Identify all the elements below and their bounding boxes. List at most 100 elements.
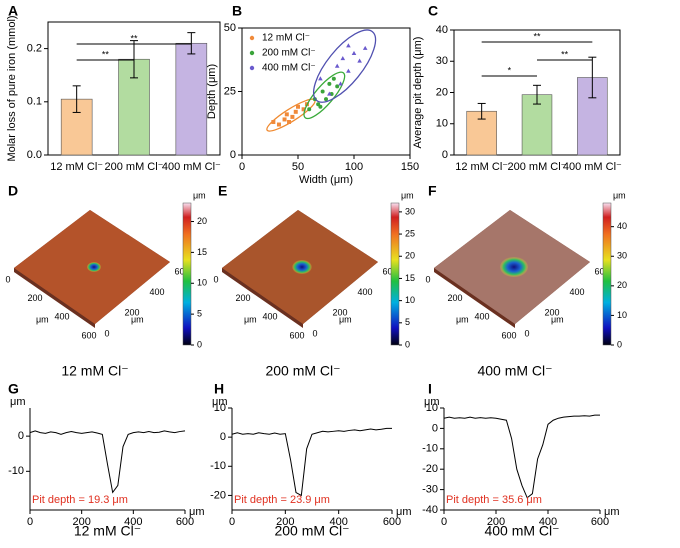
colorbar-tick-label: 0	[197, 339, 202, 349]
panel-label: G	[8, 381, 19, 397]
colorbar-tick-label: 10	[197, 278, 207, 288]
x-tick-label: 0	[27, 516, 33, 528]
panel-label: D	[8, 183, 18, 199]
x-tick-label: 200 mM Cl⁻	[508, 161, 567, 173]
surface-tick-label: 200	[544, 308, 559, 318]
colorbar-tick-label: 10	[405, 295, 415, 305]
point	[362, 45, 368, 50]
y-tick-label: 30	[436, 55, 448, 67]
x-tick-label: 200 mM Cl⁻	[105, 161, 164, 173]
surface-tick-label: 400	[262, 312, 277, 322]
x-axis-title: Width (μm)	[299, 174, 353, 186]
caption: 12 mM Cl⁻	[61, 363, 128, 379]
colorbar-tick-label: 0	[617, 339, 622, 349]
y-axis-unit: μm	[424, 396, 440, 408]
x-tick-label: 200	[276, 516, 294, 528]
panel-label: A	[8, 3, 18, 19]
colorbar	[390, 202, 400, 346]
colorbar-tick-label: 20	[617, 280, 627, 290]
significance-label: **	[533, 31, 541, 41]
profile-line	[231, 427, 392, 497]
surface-tick-label: 200	[124, 308, 139, 318]
y-tick-label: -40	[422, 504, 438, 516]
point	[338, 81, 343, 86]
y-axis-unit: μm	[212, 396, 228, 408]
x-tick-label: 400	[329, 516, 347, 528]
surface-axis-unit: μm	[36, 314, 49, 324]
point	[318, 104, 323, 109]
y-tick-label: -10	[8, 465, 24, 477]
point	[340, 55, 346, 61]
x-tick-label: 12 mM Cl⁻	[50, 161, 103, 173]
point	[346, 43, 351, 48]
point	[301, 107, 306, 112]
surface-tick-label: 400	[149, 287, 164, 297]
y-tick-label: 0.2	[27, 43, 42, 55]
annotation: Pit depth = 35.6 μm	[446, 494, 542, 506]
legend-label: 12 mM Cl⁻	[262, 33, 310, 44]
y-axis-title: Molar loss of pure iron (mmol)	[6, 15, 18, 161]
panel-label: F	[428, 183, 437, 199]
x-tick-label: 400	[539, 516, 557, 528]
x-tick-label: 400 mM Cl⁻	[563, 161, 622, 173]
y-tick-label: 0	[230, 149, 236, 161]
caption: 200 mM Cl⁻	[265, 363, 340, 379]
y-tick-label: 0	[18, 430, 24, 442]
y-tick-label: 20	[436, 86, 448, 98]
colorbar-tick-label: 30	[617, 251, 627, 261]
confidence-ellipse	[313, 29, 377, 103]
y-tick-label: 0.1	[27, 96, 42, 108]
surface-tick-label: 400	[54, 312, 69, 322]
point	[307, 107, 312, 112]
colorbar-tick-label: 20	[405, 251, 415, 261]
point	[287, 119, 292, 124]
x-tick-label: 150	[401, 161, 419, 173]
point	[334, 63, 340, 68]
colorbar-tick-label: 10	[617, 310, 627, 320]
surface-tick-label: 0	[213, 274, 218, 284]
colorbar-tick-label: 25	[405, 228, 415, 238]
pit	[500, 257, 528, 277]
colorbar-unit: μm	[613, 190, 626, 200]
bar	[175, 42, 208, 156]
caption: 12 mM Cl⁻	[74, 523, 141, 539]
point	[293, 109, 298, 114]
y-tick-label: 40	[436, 24, 448, 36]
colorbar-tick-label: 20	[197, 216, 207, 226]
point	[296, 104, 300, 109]
surface-tick-label: 0	[312, 328, 317, 338]
legend-label: 200 mM Cl⁻	[262, 48, 316, 59]
surface-tick-label: 0	[524, 328, 529, 338]
panel-label: I	[428, 381, 432, 397]
y-axis-unit: μm	[10, 396, 26, 408]
x-tick-label: 0	[441, 516, 447, 528]
point	[276, 122, 281, 127]
surface-tick-label: 200	[447, 293, 462, 303]
point	[331, 76, 336, 81]
significance-label: **	[130, 33, 138, 43]
point	[284, 112, 289, 117]
caption: 200 mM Cl⁻	[274, 523, 349, 539]
panel-label: E	[218, 183, 227, 199]
point	[335, 84, 340, 89]
colorbar-unit: μm	[193, 190, 206, 200]
y-tick-label: 10	[214, 402, 226, 414]
x-tick-label: 0	[239, 161, 245, 173]
confidence-ellipse	[303, 71, 346, 120]
point	[351, 50, 357, 55]
point	[327, 91, 332, 96]
colorbar-tick-label: 0	[405, 339, 410, 349]
colorbar	[602, 202, 612, 346]
profile-line	[29, 430, 186, 494]
point	[290, 114, 295, 119]
caption: 400 mM Cl⁻	[484, 523, 559, 539]
caption: 400 mM Cl⁻	[477, 363, 552, 379]
surface-tick-label: 0	[5, 274, 10, 284]
surface-tick-label: 400	[474, 312, 489, 322]
profile-line	[443, 414, 600, 499]
point	[346, 68, 351, 73]
bar	[521, 94, 553, 156]
legend-label: 400 mM Cl⁻	[262, 63, 316, 74]
x-tick-label: 0	[229, 516, 235, 528]
x-tick-label: 600	[176, 516, 194, 528]
